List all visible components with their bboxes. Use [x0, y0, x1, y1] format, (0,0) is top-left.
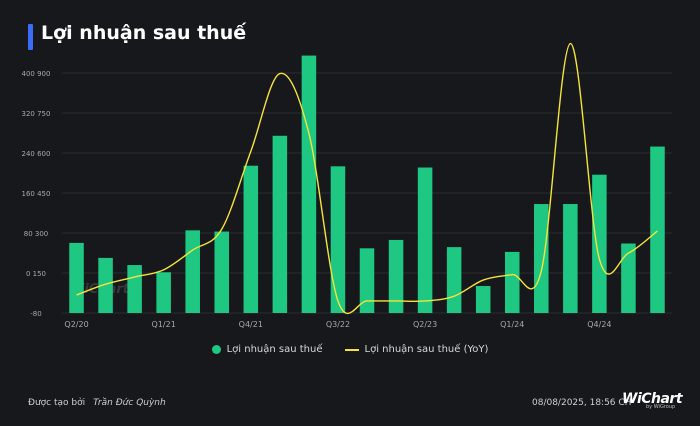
y-tick-label: 400 900	[22, 70, 51, 78]
created-by-label: Được tạo bởi	[28, 398, 86, 408]
x-tick-label: Q2/23	[413, 320, 437, 329]
x-tick-label: Q4/24	[587, 320, 611, 329]
legend-item-bar[interactable]: Lợi nhuận sau thuế	[211, 344, 323, 355]
bar	[592, 174, 607, 313]
author-name: Trần Đức Quỳnh	[93, 398, 166, 408]
footer-credit: Được tạo bởi Trần Đức Quỳnh	[28, 398, 166, 408]
bar	[185, 230, 200, 313]
y-tick-label: -80	[30, 310, 41, 318]
logo-subtext: by WiGroup	[646, 404, 676, 410]
legend-line-swatch	[344, 348, 359, 351]
bar	[272, 135, 288, 313]
x-tick-label: Q4/21	[239, 320, 263, 329]
y-tick-label: 160 450	[22, 190, 51, 198]
bar	[621, 243, 636, 313]
legend-line-label: Lợi nhuận sau thuế (YoY)	[364, 344, 489, 355]
bar	[417, 167, 433, 313]
bar	[243, 165, 259, 313]
bar	[388, 239, 404, 313]
bar	[127, 265, 142, 313]
y-tick-label: 80 300	[24, 230, 49, 238]
x-tick-label: Q3/22	[326, 320, 350, 329]
bar	[650, 146, 665, 313]
x-tick-label: Q1/24	[500, 320, 524, 329]
bar	[69, 242, 84, 313]
title-accent-bar	[28, 24, 33, 50]
bar	[330, 166, 346, 313]
logo-text: WiChart	[622, 391, 683, 407]
chart-legend: Lợi nhuận sau thuế Lợi nhuận sau thuế (Y…	[0, 344, 700, 355]
y-tick-label: 240 600	[22, 150, 51, 158]
x-tick-label: Q2/20	[64, 320, 88, 329]
bar	[359, 248, 375, 313]
bar	[446, 247, 462, 313]
x-tick-label: Q1/21	[152, 320, 176, 329]
yoy-line	[76, 42, 658, 315]
bar	[504, 251, 520, 313]
y-tick-label: 0 150	[26, 270, 46, 278]
bar	[301, 55, 317, 313]
bar	[214, 231, 230, 313]
bar	[156, 272, 171, 313]
legend-item-line[interactable]: Lợi nhuận sau thuế (YoY)	[344, 344, 489, 355]
profit-chart: 400 900 320 750 240 600 160 450 80 300 0 150 -…	[22, 42, 672, 329]
legend-bar-swatch	[211, 345, 221, 354]
bar	[534, 204, 549, 313]
footer-timestamp: 08/08/2025, 18:56 CH	[532, 398, 632, 408]
bar	[475, 286, 491, 313]
bar	[563, 204, 578, 313]
bar	[98, 257, 113, 313]
legend-bar-label: Lợi nhuận sau thuế	[226, 344, 323, 355]
chart-title: Lợi nhuận sau thuế	[41, 22, 247, 44]
y-tick-label: 320 750	[22, 110, 51, 118]
wichart-logo: WiChart by WiGroup	[622, 388, 683, 414]
